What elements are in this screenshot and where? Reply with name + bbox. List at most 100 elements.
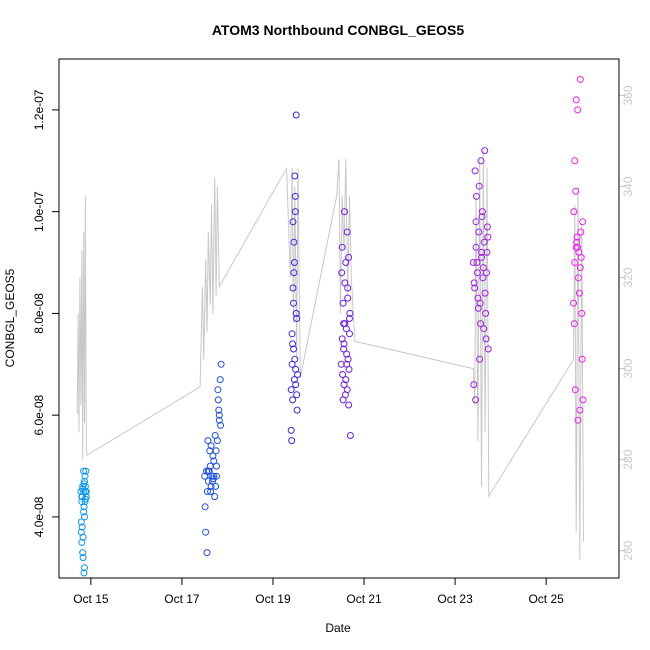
data-point [288, 330, 296, 338]
data-point [472, 218, 480, 226]
data-point [577, 228, 585, 236]
data-point [289, 284, 297, 292]
data-point [471, 167, 479, 175]
data-point [343, 386, 351, 394]
data-point [80, 569, 88, 577]
data-point [572, 96, 580, 104]
data-point [213, 462, 220, 470]
data-point [482, 335, 490, 343]
x-tick-label: Oct 19 [255, 592, 291, 606]
data-point [578, 355, 586, 363]
data-point [79, 549, 87, 557]
data-point [78, 523, 86, 531]
data-point [478, 213, 486, 221]
data-point [339, 299, 347, 307]
data-point [293, 391, 301, 399]
data-point [345, 253, 353, 261]
data-point [291, 172, 299, 180]
data-point [81, 472, 89, 480]
data-point [343, 360, 351, 368]
data-point [290, 299, 297, 307]
data-point [482, 309, 490, 317]
point-cluster-3 [287, 111, 302, 445]
data-point [214, 396, 222, 404]
data-point [342, 376, 350, 384]
data-point [574, 416, 582, 424]
data-point [344, 284, 352, 292]
points-layer [77, 75, 587, 577]
data-point [479, 264, 487, 272]
x-tick-label: Oct 25 [528, 592, 564, 606]
data-point [77, 528, 85, 536]
data-point [340, 345, 348, 353]
data-point [478, 253, 485, 261]
data-point [473, 269, 481, 277]
data-point [483, 269, 490, 277]
data-point [472, 243, 480, 251]
data-point [215, 406, 223, 414]
data-point [344, 355, 352, 363]
y2-tick-label: 300 [621, 358, 635, 378]
data-point [474, 304, 482, 312]
data-point [339, 396, 347, 404]
y2-tick-label: 320 [621, 267, 635, 287]
data-point [207, 482, 215, 490]
gray-trace-layer [76, 150, 584, 560]
y-tick-label: 8.0e-08 [32, 293, 46, 334]
data-point [571, 386, 579, 394]
data-point [480, 325, 488, 333]
data-point [81, 513, 88, 521]
data-point [341, 208, 348, 216]
data-point [346, 330, 353, 338]
data-point [578, 309, 586, 317]
data-point [484, 345, 492, 353]
data-point [346, 309, 354, 317]
data-point [212, 447, 220, 455]
data-point [344, 294, 352, 302]
data-point [217, 360, 225, 368]
data-point [290, 259, 298, 266]
x-tick-label: Oct 23 [437, 592, 473, 606]
x-tick-label: Oct 17 [164, 592, 200, 606]
data-point [291, 192, 299, 200]
data-point [572, 187, 580, 195]
data-point [210, 472, 218, 480]
data-point [289, 218, 297, 226]
data-point [292, 111, 300, 119]
data-point [573, 233, 581, 241]
data-point [576, 75, 584, 83]
data-point [77, 518, 85, 526]
data-point [473, 259, 481, 266]
point-cluster-5 [469, 147, 492, 404]
data-point [343, 350, 351, 358]
data-point [291, 208, 299, 216]
data-point [79, 554, 87, 562]
y2-tick-label: 260 [621, 540, 635, 560]
data-point [575, 274, 582, 282]
data-point [216, 376, 224, 384]
data-point [215, 416, 223, 424]
point-cluster-1 [77, 467, 90, 577]
y-tick-label: 4.0e-08 [32, 496, 46, 537]
data-point [289, 396, 297, 404]
data-point [81, 564, 88, 572]
data-point [579, 218, 587, 226]
data-point [471, 284, 479, 292]
data-point [476, 355, 484, 363]
point-cluster-6 [570, 75, 587, 424]
y-axis-label: CONBGL_GEOS5 [3, 268, 17, 367]
data-point [215, 411, 223, 419]
data-point [289, 340, 297, 348]
data-point [570, 208, 578, 216]
data-point [217, 421, 225, 429]
data-point [81, 495, 89, 503]
data-point [209, 452, 217, 460]
data-point [570, 320, 578, 328]
data-point [203, 549, 211, 557]
data-point [481, 147, 489, 155]
data-point [292, 365, 300, 373]
y2-tick-label: 280 [621, 449, 635, 469]
